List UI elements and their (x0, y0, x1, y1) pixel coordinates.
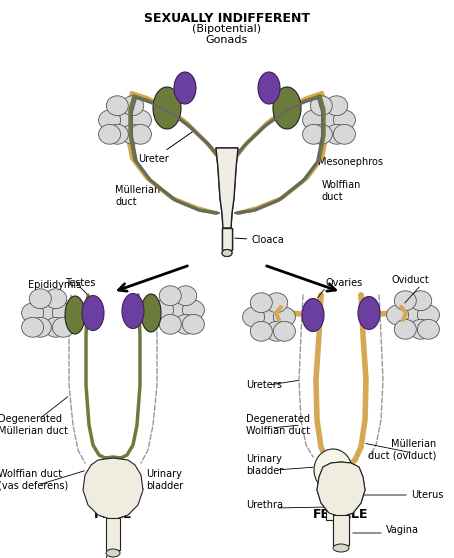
Text: Urinary
bladder: Urinary bladder (246, 454, 283, 476)
Ellipse shape (159, 286, 181, 306)
Ellipse shape (387, 305, 409, 325)
Text: Uterus: Uterus (411, 490, 444, 500)
Ellipse shape (183, 300, 204, 320)
Polygon shape (222, 228, 232, 250)
Ellipse shape (99, 124, 121, 144)
Ellipse shape (30, 318, 51, 337)
Ellipse shape (310, 96, 332, 116)
Text: Mesonephros: Mesonephros (318, 157, 383, 167)
Ellipse shape (242, 307, 265, 327)
Ellipse shape (106, 124, 128, 144)
Polygon shape (83, 458, 143, 520)
Polygon shape (106, 518, 120, 550)
Ellipse shape (122, 124, 144, 144)
Ellipse shape (273, 321, 296, 341)
Text: Urethra: Urethra (246, 500, 283, 510)
Ellipse shape (114, 110, 136, 130)
Text: Oviduct: Oviduct (391, 275, 429, 285)
Ellipse shape (22, 303, 44, 323)
Ellipse shape (122, 96, 144, 116)
Ellipse shape (82, 296, 104, 330)
Ellipse shape (153, 87, 181, 129)
Ellipse shape (273, 307, 296, 327)
Ellipse shape (417, 305, 439, 325)
Ellipse shape (333, 124, 355, 144)
Ellipse shape (44, 289, 67, 309)
Ellipse shape (30, 289, 51, 309)
Ellipse shape (314, 449, 352, 491)
Ellipse shape (37, 303, 59, 323)
Ellipse shape (129, 124, 151, 144)
Ellipse shape (358, 296, 380, 330)
Ellipse shape (410, 291, 432, 311)
Ellipse shape (167, 300, 189, 320)
Ellipse shape (141, 294, 161, 332)
Ellipse shape (333, 110, 355, 130)
Ellipse shape (318, 110, 340, 130)
Text: Wolffian
duct: Wolffian duct (322, 180, 361, 201)
Polygon shape (317, 462, 365, 517)
Ellipse shape (273, 87, 301, 129)
Text: Urinary
bladder: Urinary bladder (146, 469, 183, 491)
Text: Müllerian
duct (oviduct): Müllerian duct (oviduct) (368, 439, 436, 461)
Text: Cloaca: Cloaca (235, 235, 285, 245)
Ellipse shape (175, 286, 197, 306)
Text: FEMALE: FEMALE (313, 508, 369, 522)
Ellipse shape (266, 321, 288, 341)
Text: Ureters: Ureters (246, 380, 282, 390)
Polygon shape (326, 488, 334, 520)
Text: Testes: Testes (65, 278, 95, 288)
Ellipse shape (65, 296, 85, 334)
Ellipse shape (333, 544, 349, 552)
Ellipse shape (417, 319, 439, 339)
Polygon shape (216, 148, 238, 228)
Ellipse shape (175, 314, 197, 334)
Ellipse shape (222, 249, 232, 257)
Text: Degenerated
Wolffian duct: Degenerated Wolffian duct (246, 414, 310, 436)
Text: Degenerated
Müllerian duct: Degenerated Müllerian duct (0, 414, 68, 436)
Ellipse shape (44, 318, 67, 337)
Ellipse shape (326, 96, 348, 116)
Ellipse shape (250, 293, 272, 312)
Ellipse shape (122, 294, 144, 329)
Text: Wolffian duct
(vas deferens): Wolffian duct (vas deferens) (0, 469, 68, 491)
Text: (Bipotential): (Bipotential) (192, 24, 262, 34)
Ellipse shape (99, 110, 121, 130)
Ellipse shape (174, 72, 196, 104)
Ellipse shape (303, 110, 325, 130)
Ellipse shape (106, 549, 120, 557)
Ellipse shape (52, 318, 74, 337)
Text: SEXUALLY INDIFFERENT: SEXUALLY INDIFFERENT (144, 12, 310, 25)
Ellipse shape (395, 291, 416, 311)
Ellipse shape (129, 110, 151, 130)
Ellipse shape (326, 124, 348, 144)
Text: Müllerian
duct: Müllerian duct (115, 185, 160, 206)
Text: Gonads: Gonads (206, 35, 248, 45)
Text: Epididymis: Epididymis (28, 280, 81, 290)
Ellipse shape (258, 307, 280, 327)
Text: Ureter: Ureter (138, 132, 192, 164)
Text: Vagina: Vagina (386, 525, 419, 535)
Ellipse shape (159, 314, 181, 334)
Ellipse shape (183, 314, 204, 334)
Ellipse shape (410, 319, 432, 339)
Ellipse shape (402, 305, 424, 325)
Polygon shape (333, 515, 349, 545)
Ellipse shape (310, 124, 332, 144)
Ellipse shape (250, 321, 272, 341)
Ellipse shape (106, 96, 128, 116)
Ellipse shape (395, 319, 416, 339)
Ellipse shape (152, 300, 173, 320)
Ellipse shape (302, 299, 324, 331)
Ellipse shape (52, 303, 74, 323)
Text: Ovaries: Ovaries (326, 278, 363, 288)
Ellipse shape (22, 318, 44, 337)
Ellipse shape (303, 124, 325, 144)
Ellipse shape (266, 293, 288, 312)
Ellipse shape (258, 72, 280, 104)
Text: MALE: MALE (94, 508, 132, 522)
